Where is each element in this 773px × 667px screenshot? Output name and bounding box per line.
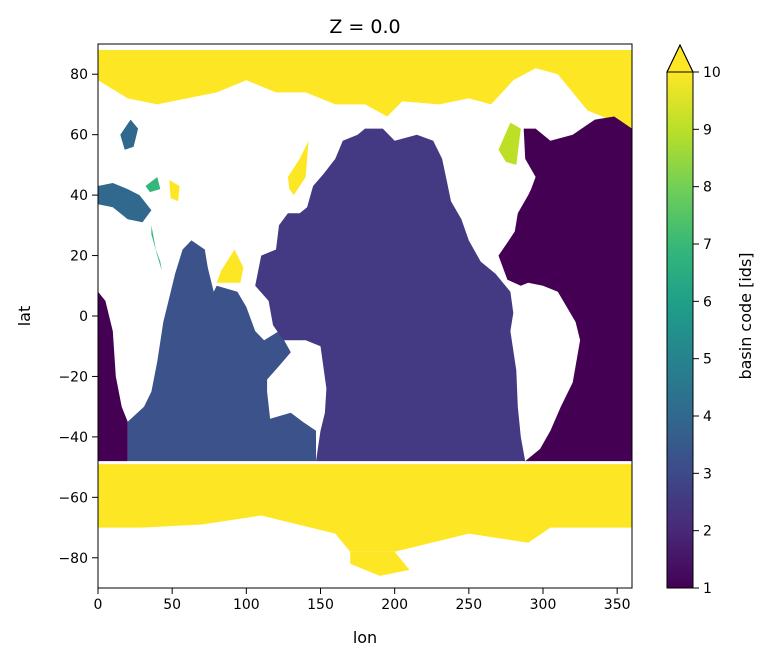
y-tick-label: 20 xyxy=(70,249,88,265)
basin-2-region-0 xyxy=(255,128,526,462)
basin-4-region-1 xyxy=(120,119,139,150)
colorbar: 1 2 3 4 5 6 7 8 9 10 xyxy=(666,43,721,597)
y-tick-label: 80 xyxy=(70,67,88,83)
colorbar-label: basin code [ids] xyxy=(736,252,755,379)
x-tick-label: 200 xyxy=(381,597,408,613)
x-tick-label: 300 xyxy=(530,597,557,613)
basin-7-region-0 xyxy=(145,177,161,193)
basin-regions xyxy=(98,50,632,576)
y-axis: 80 60 40 20 0 −20 −40 −60 −80 xyxy=(58,67,98,567)
x-tick-label: 150 xyxy=(307,597,334,613)
basin-10-region-2 xyxy=(216,249,244,283)
basin-10-region-3 xyxy=(287,140,309,196)
x-tick-label: 100 xyxy=(233,597,260,613)
colorbar-tick-label: 2 xyxy=(703,524,712,540)
y-tick-label: 0 xyxy=(79,309,88,325)
x-tick-label: 250 xyxy=(455,597,482,613)
y-tick-label: −20 xyxy=(58,369,88,385)
colorbar-gradient xyxy=(667,72,693,588)
x-tick-label: 350 xyxy=(604,597,631,613)
x-tick-label: 0 xyxy=(94,597,103,613)
x-axis-label: lon xyxy=(353,628,377,647)
colorbar-tick-label: 10 xyxy=(703,65,721,81)
basin-10-region-1 xyxy=(98,50,632,129)
basin-9-region-0 xyxy=(498,122,521,165)
colorbar-tick-label: 1 xyxy=(703,581,712,597)
x-axis: 0 50 100 150 200 250 300 350 xyxy=(94,588,631,613)
colorbar-tick-label: 9 xyxy=(703,122,712,138)
basin-10-region-0 xyxy=(98,464,632,552)
basin-4-region-0 xyxy=(98,183,152,223)
colorbar-ticks: 1 2 3 4 5 6 7 8 9 10 xyxy=(693,65,721,597)
colorbar-frame xyxy=(666,43,694,589)
y-tick-label: −60 xyxy=(58,490,88,506)
y-tick-label: −80 xyxy=(58,551,88,567)
chart-title: Z = 0.0 xyxy=(329,16,400,38)
basin-7-region-1 xyxy=(151,225,162,271)
colorbar-tick-label: 5 xyxy=(703,352,712,368)
basin-10-region-5 xyxy=(350,551,410,576)
basin-1-region-0 xyxy=(498,116,632,462)
colorbar-tick-label: 4 xyxy=(703,409,712,425)
plot-area xyxy=(98,44,632,588)
y-axis-label: lat xyxy=(15,306,34,327)
colorbar-tick-label: 8 xyxy=(703,180,712,196)
y-tick-label: −40 xyxy=(58,430,88,446)
basin-10-region-4 xyxy=(169,180,180,202)
y-tick-label: 60 xyxy=(70,128,88,144)
colorbar-tick-label: 7 xyxy=(703,237,712,253)
colorbar-tick-label: 6 xyxy=(703,294,712,310)
colorbar-tick-label: 3 xyxy=(703,466,712,482)
basin-3-region-0 xyxy=(127,240,316,462)
x-tick-label: 50 xyxy=(163,597,181,613)
y-tick-label: 40 xyxy=(70,188,88,204)
basin-1-region-1 xyxy=(98,291,128,462)
colorbar-extend-arrow xyxy=(666,43,694,73)
